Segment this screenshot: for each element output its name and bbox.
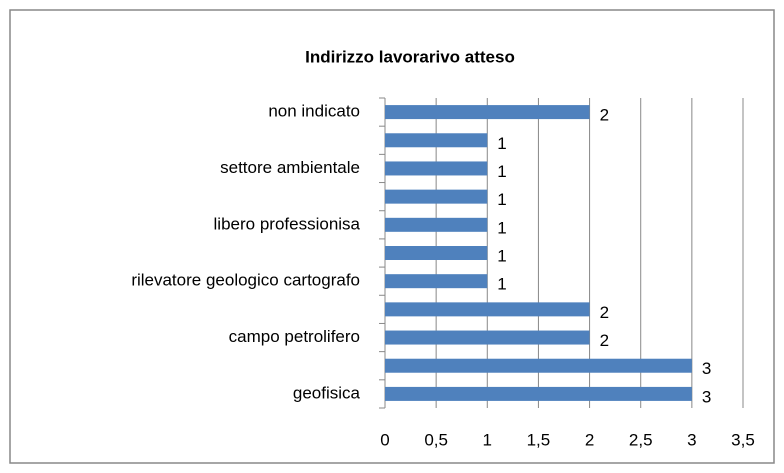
y-tick-label: libero professionisa [214,214,361,233]
bar [385,274,488,289]
bar [385,133,488,148]
data-label: 2 [600,106,609,125]
bar [385,105,590,120]
bar [385,330,590,345]
bar [385,189,488,204]
data-label: 3 [702,359,711,378]
x-tick-label: 1,5 [527,430,551,449]
y-tick-label: rilevatore geologico cartografo [131,271,360,290]
data-label: 1 [497,190,506,209]
data-label: 1 [497,162,506,181]
data-label: 1 [497,134,506,153]
chart-title: Indirizzo lavorarivo atteso [305,47,515,66]
x-tick-label: 3,5 [731,430,755,449]
bar [385,386,692,401]
bar [385,217,488,232]
bar [385,358,692,373]
data-label: 1 [497,218,506,237]
bar [385,302,590,317]
x-tick-label: 0,5 [424,430,448,449]
y-tick-label: geofisica [293,383,361,402]
x-tick-label: 0 [380,430,389,449]
y-tick-label: campo petrolifero [229,327,360,346]
x-tick-label: 2,5 [629,430,653,449]
data-label: 3 [702,387,711,406]
x-tick-label: 3 [687,430,696,449]
y-tick-label: settore ambientale [220,158,360,177]
x-tick-label: 1 [483,430,492,449]
x-tick-label: 2 [585,430,594,449]
data-label: 2 [600,303,609,322]
data-label: 1 [497,275,506,294]
data-label: 2 [600,331,609,350]
data-label: 1 [497,246,506,265]
bar [385,161,488,176]
bar [385,246,488,260]
y-tick-label: non indicato [268,102,360,121]
